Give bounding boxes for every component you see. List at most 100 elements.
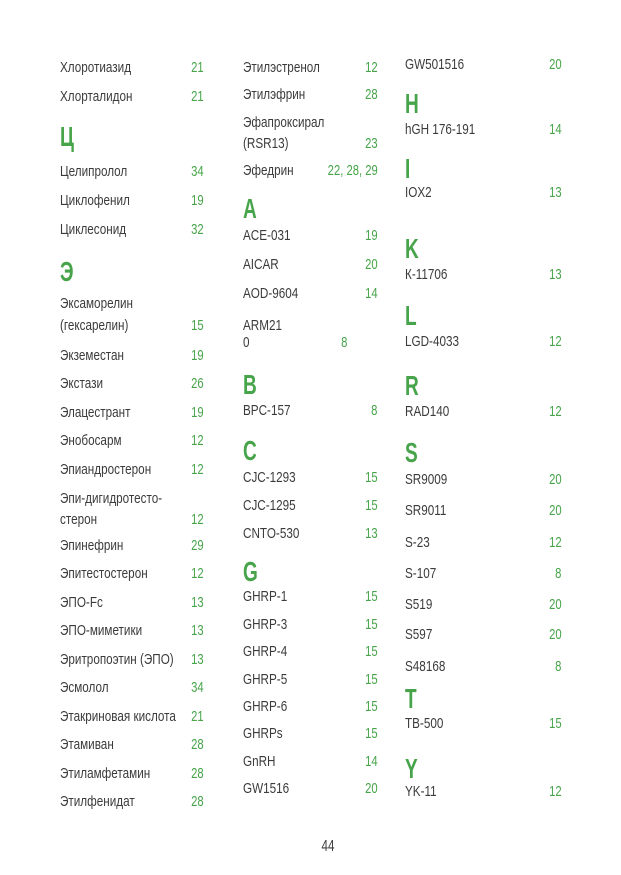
index-entry: GHRP-4 15 [243,641,378,663]
entry-page-number: 28 [365,86,378,103]
entry-term: Этамиван [59,736,114,754]
index-entry-line2: стерон 12 [60,509,205,531]
entry-page-number: 12 [365,58,378,76]
entry-term: Эритропоэтин (ЭПО) [59,650,174,668]
entry-page-number: 20 [548,596,562,613]
entry-page-number: 12 [548,783,562,801]
index-entry: Этилэфрин 28 [243,84,378,106]
entry-term: CJC-1293 [242,469,296,487]
entry-term-continued: стерон [59,511,97,529]
index-entry: Целипролол 34 [60,161,205,183]
entry-page-number: 21 [191,87,204,105]
entry-page-number: 14 [548,120,562,138]
entry-term: GHRP-1 [242,588,288,606]
entry-term: SR9011 [404,502,447,520]
index-entry: GW1516 20 [243,778,378,800]
entry-term: GHRP-6 [242,698,288,715]
index-entry: GHRPs 15 [243,723,378,745]
entry-term: Этилфенидат [59,793,135,811]
entry-term: TB-500 [404,715,444,733]
entry-page-number: 21 [191,707,204,725]
entry-term: SR9009 [404,471,448,488]
entry-term: AICAR [242,256,279,274]
entry-term-continued: (RSR13) [242,135,289,153]
entry-page-number: 20 [548,502,562,520]
index-entry: AICAR 20 [243,254,378,276]
index-entry: RAD140 12 [405,401,562,423]
index-entry: Элацестрант 19 [60,402,205,424]
entry-page-number: 32 [191,220,204,238]
entry-page-number: 19 [191,191,204,209]
entry-page-number: 28 [191,764,204,782]
index-entry: Эсмолол 34 [60,677,205,699]
index-entry-line2: 0 8 [243,332,348,354]
index-entry: S-23 12 [405,532,562,554]
section-letter-Ц: Ц [59,120,74,152]
index-entry: GHRP-3 15 [243,614,378,636]
index-entry: ACE-031 19 [243,225,378,247]
entry-page-number: 34 [191,679,204,697]
entry-term: ЭПО-Fc [59,593,103,611]
entry-page-number: 15 [365,615,378,633]
index-entry: Этиламфетамин 28 [60,763,205,785]
entry-page-number: 22, 28, 29 [327,162,378,179]
index-entry: Эритропоэтин (ЭПО) 13 [60,649,205,671]
entry-term: ARM21 [242,317,282,335]
index-entry: К-11706 13 [405,264,562,286]
entry-page-number: 19 [365,227,378,245]
entry-page-number: 20 [548,471,562,488]
index-column-2: Этилэстренол 12 Этилэфрин 28 Эфапроксира… [243,0,378,875]
entry-page-number: 13 [548,266,562,284]
entry-term: Эфедрин [242,162,294,179]
entry-page-number: 13 [548,183,562,201]
index-entry: GW501516 20 [405,54,562,76]
entry-term: Эпинефрин [59,536,123,554]
entry-page-number: 28 [191,736,204,754]
entry-term: Эксаморелин [59,295,133,313]
entry-term: IOX2 [404,183,432,201]
entry-page-number: 34 [191,162,204,180]
entry-page-number: 15 [365,469,378,487]
index-entry: S48168 8 [405,656,562,678]
entry-term: Эфапроксирал [242,113,325,131]
index-entry: GnRH 14 [243,751,378,773]
index-entry: Этамиван 28 [60,734,205,756]
entry-term: Этилэстренол [242,58,320,76]
entry-page-number: 8 [371,401,378,419]
entry-page-number: 19 [191,403,204,421]
index-entry: CNTO-530 13 [243,523,378,545]
index-entry: CJC-1293 15 [243,467,378,489]
index-entry: S-107 8 [405,563,562,585]
index-entry: Экземестан 19 [60,345,205,367]
entry-page-number: 8 [555,657,562,675]
index-entry: SR9009 20 [405,469,562,491]
entry-term: Экстази [59,375,103,393]
index-entry: GHRP-6 15 [243,696,378,718]
entry-page-number: 15 [365,497,378,515]
entry-term: GHRP-4 [242,643,288,661]
index-entry: Энобосарм 12 [60,430,205,452]
index-entry: GHRP-5 15 [243,669,378,691]
section-letter-L: L [404,299,417,331]
index-entry: LGD-4033 12 [405,331,562,353]
section-letter-G: G [242,555,258,587]
entry-page-number: 12 [548,533,562,551]
entry-page-number: 14 [365,752,378,770]
entry-page-number: 15 [365,670,378,688]
entry-term: S597 [404,626,433,644]
index-entry: CJC-1295 15 [243,495,378,517]
entry-page-number: 15 [548,715,562,733]
entry-term: ЭПО-миметики [59,622,142,640]
entry-page-number: 12 [548,333,562,350]
entry-term: GW1516 [242,780,289,798]
entry-term: GW501516 [404,56,465,74]
index-entry: Циклесонид 32 [60,219,205,241]
index-entry: Эпитестостерон 12 [60,563,205,585]
entry-term: Хлорталидон [59,87,132,105]
entry-term: AOD-9604 [242,284,299,302]
entry-term: Эпиандростерон [59,460,151,478]
entry-term: BPC-157 [242,401,291,419]
index-entry-line1: Эфапроксирал [243,112,378,134]
section-letter-Э: Э [59,255,74,287]
index-entry: IOX2 13 [405,182,562,204]
